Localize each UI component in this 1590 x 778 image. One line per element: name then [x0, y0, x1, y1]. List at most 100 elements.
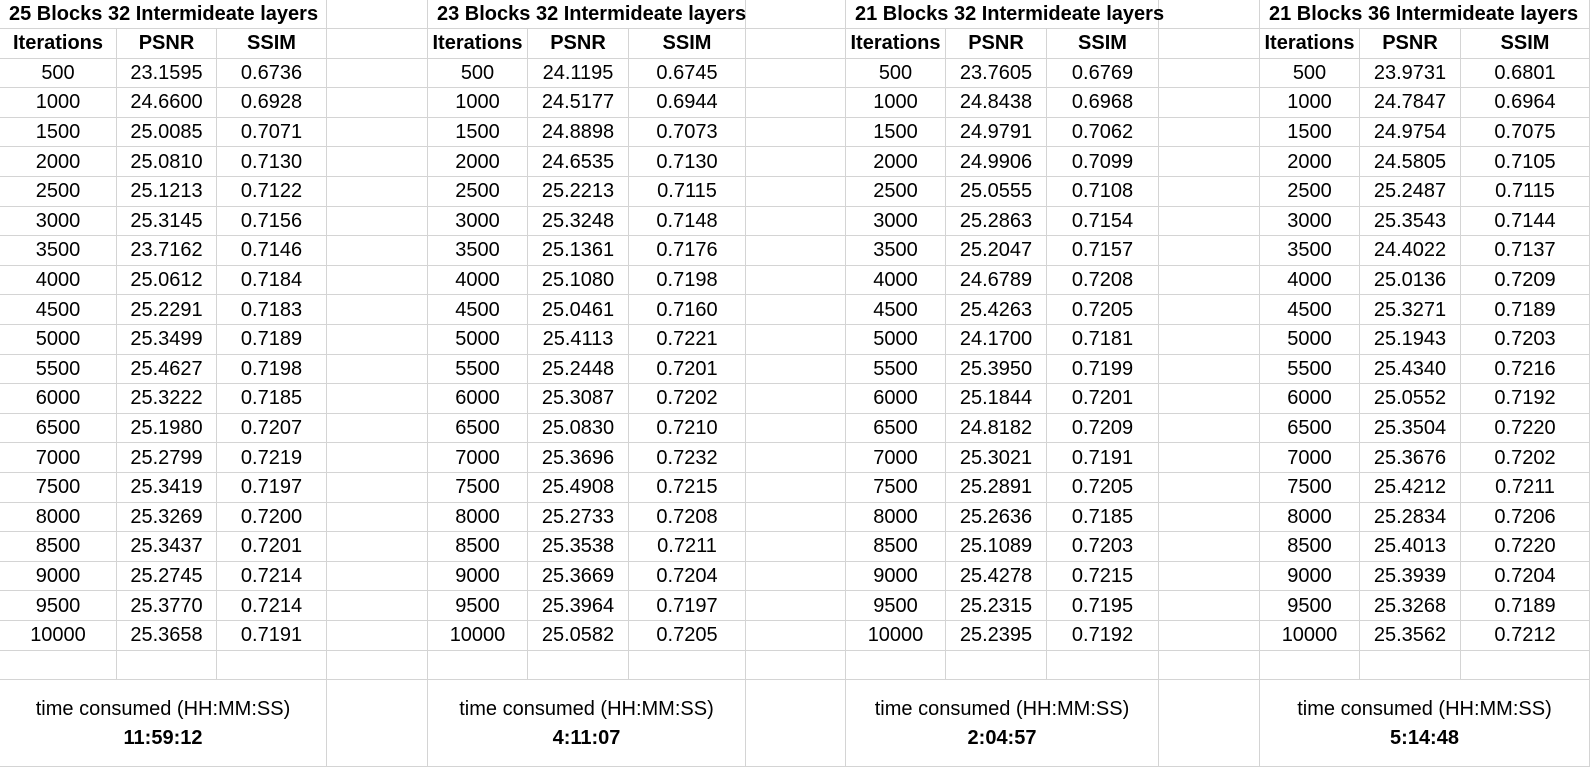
empty-cell[interactable] — [327, 591, 428, 621]
table-cell[interactable]: 25.2834 — [1360, 502, 1461, 533]
empty-cell[interactable] — [1159, 384, 1260, 414]
empty-cell[interactable] — [629, 650, 746, 681]
empty-cell[interactable] — [217, 650, 327, 681]
empty-cell[interactable] — [327, 561, 428, 592]
empty-cell[interactable] — [746, 443, 846, 473]
empty-cell[interactable] — [746, 29, 846, 59]
table-cell[interactable]: 0.7192 — [1047, 621, 1159, 651]
column-header[interactable]: Iterations — [0, 29, 117, 59]
table-cell[interactable]: 25.3543 — [1360, 206, 1461, 237]
table-cell[interactable]: 0.7221 — [629, 325, 746, 355]
table-cell[interactable]: 0.7205 — [629, 621, 746, 651]
table-cell[interactable]: 24.9791 — [946, 117, 1047, 148]
table-cell[interactable]: 0.7208 — [1047, 265, 1159, 296]
table-cell[interactable]: 0.6968 — [1047, 88, 1159, 118]
table-cell[interactable]: 0.7215 — [629, 473, 746, 503]
table-cell[interactable]: 25.4263 — [946, 295, 1047, 325]
empty-cell[interactable] — [746, 117, 846, 148]
table-cell[interactable]: 25.0612 — [117, 265, 217, 296]
column-header[interactable]: SSIM — [217, 29, 327, 59]
column-header[interactable]: Iterations — [428, 29, 528, 59]
table-cell[interactable]: 0.7206 — [1461, 502, 1590, 533]
empty-cell[interactable] — [1159, 413, 1260, 444]
empty-cell[interactable] — [327, 354, 428, 385]
table-cell[interactable]: 25.2395 — [946, 621, 1047, 651]
table-cell[interactable]: 0.6944 — [629, 88, 746, 118]
table-cell[interactable]: 2500 — [0, 177, 117, 207]
table-cell[interactable]: 4500 — [1260, 295, 1360, 325]
table-cell[interactable]: 25.4278 — [946, 561, 1047, 592]
table-cell[interactable]: 7000 — [1260, 443, 1360, 473]
empty-cell[interactable] — [528, 650, 629, 681]
table-cell[interactable]: 2000 — [428, 147, 528, 177]
table-cell[interactable]: 24.7847 — [1360, 88, 1461, 118]
table-cell[interactable]: 9500 — [846, 591, 946, 621]
table-cell[interactable]: 25.0582 — [528, 621, 629, 651]
table-cell[interactable]: 0.7205 — [1047, 473, 1159, 503]
table-cell[interactable]: 0.7122 — [217, 177, 327, 207]
table-cell[interactable]: 0.7207 — [217, 413, 327, 444]
empty-cell[interactable] — [746, 413, 846, 444]
table-cell[interactable]: 0.7211 — [629, 532, 746, 562]
table-cell[interactable]: 0.7209 — [1461, 265, 1590, 296]
table-cell[interactable]: 1000 — [428, 88, 528, 118]
table-cell[interactable]: 25.3268 — [1360, 591, 1461, 621]
table-cell[interactable]: 4000 — [0, 265, 117, 296]
table-cell[interactable]: 25.0136 — [1360, 265, 1461, 296]
empty-cell[interactable] — [1159, 295, 1260, 325]
table-cell[interactable]: 0.7144 — [1461, 206, 1590, 237]
table-cell[interactable]: 25.0552 — [1360, 384, 1461, 414]
table-title[interactable]: 23 Blocks 32 Intermideate layers — [428, 0, 746, 29]
table-cell[interactable]: 2000 — [0, 147, 117, 177]
empty-cell[interactable] — [327, 265, 428, 296]
table-cell[interactable]: 25.3499 — [117, 325, 217, 355]
table-cell[interactable]: 25.3538 — [528, 532, 629, 562]
table-cell[interactable]: 0.7105 — [1461, 147, 1590, 177]
table-cell[interactable]: 0.7181 — [1047, 325, 1159, 355]
table-cell[interactable]: 0.7197 — [629, 591, 746, 621]
table-cell[interactable]: 0.6769 — [1047, 58, 1159, 89]
table-cell[interactable]: 25.1089 — [946, 532, 1047, 562]
table-cell[interactable]: 0.7201 — [629, 354, 746, 385]
table-cell[interactable]: 6500 — [846, 413, 946, 444]
table-cell[interactable]: 0.7189 — [1461, 591, 1590, 621]
table-cell[interactable]: 0.7115 — [629, 177, 746, 207]
table-cell[interactable]: 25.4113 — [528, 325, 629, 355]
empty-cell[interactable] — [746, 502, 846, 533]
table-cell[interactable]: 25.2636 — [946, 502, 1047, 533]
table-cell[interactable]: 3500 — [0, 236, 117, 266]
table-cell[interactable]: 0.7198 — [629, 265, 746, 296]
table-cell[interactable]: 25.0461 — [528, 295, 629, 325]
table-cell[interactable]: 0.7189 — [217, 325, 327, 355]
empty-cell[interactable] — [1159, 236, 1260, 266]
empty-cell[interactable] — [327, 532, 428, 562]
column-header[interactable]: SSIM — [629, 29, 746, 59]
table-cell[interactable]: 0.7203 — [1461, 325, 1590, 355]
table-cell[interactable]: 0.7130 — [629, 147, 746, 177]
table-cell[interactable]: 5000 — [1260, 325, 1360, 355]
table-cell[interactable]: 25.3770 — [117, 591, 217, 621]
table-cell[interactable]: 2500 — [1260, 177, 1360, 207]
table-cell[interactable]: 25.3145 — [117, 206, 217, 237]
table-cell[interactable]: 0.7137 — [1461, 236, 1590, 266]
empty-cell[interactable] — [327, 413, 428, 444]
time-consumed-cell[interactable]: time consumed (HH:MM:SS) 5:14:48 — [1260, 680, 1590, 767]
table-cell[interactable]: 25.2799 — [117, 443, 217, 473]
table-cell[interactable]: 25.3950 — [946, 354, 1047, 385]
table-cell[interactable]: 0.7099 — [1047, 147, 1159, 177]
empty-cell[interactable] — [327, 206, 428, 237]
table-cell[interactable]: 0.7212 — [1461, 621, 1590, 651]
empty-cell[interactable] — [746, 295, 846, 325]
empty-cell[interactable] — [746, 591, 846, 621]
table-cell[interactable]: 25.3964 — [528, 591, 629, 621]
table-cell[interactable]: 25.1213 — [117, 177, 217, 207]
table-cell[interactable]: 0.7073 — [629, 117, 746, 148]
table-cell[interactable]: 0.7205 — [1047, 295, 1159, 325]
table-cell[interactable]: 3000 — [428, 206, 528, 237]
table-cell[interactable]: 500 — [0, 58, 117, 89]
table-cell[interactable]: 25.2745 — [117, 561, 217, 592]
empty-cell[interactable] — [327, 147, 428, 177]
table-cell[interactable]: 4000 — [1260, 265, 1360, 296]
empty-cell[interactable] — [946, 650, 1047, 681]
empty-cell[interactable] — [746, 265, 846, 296]
